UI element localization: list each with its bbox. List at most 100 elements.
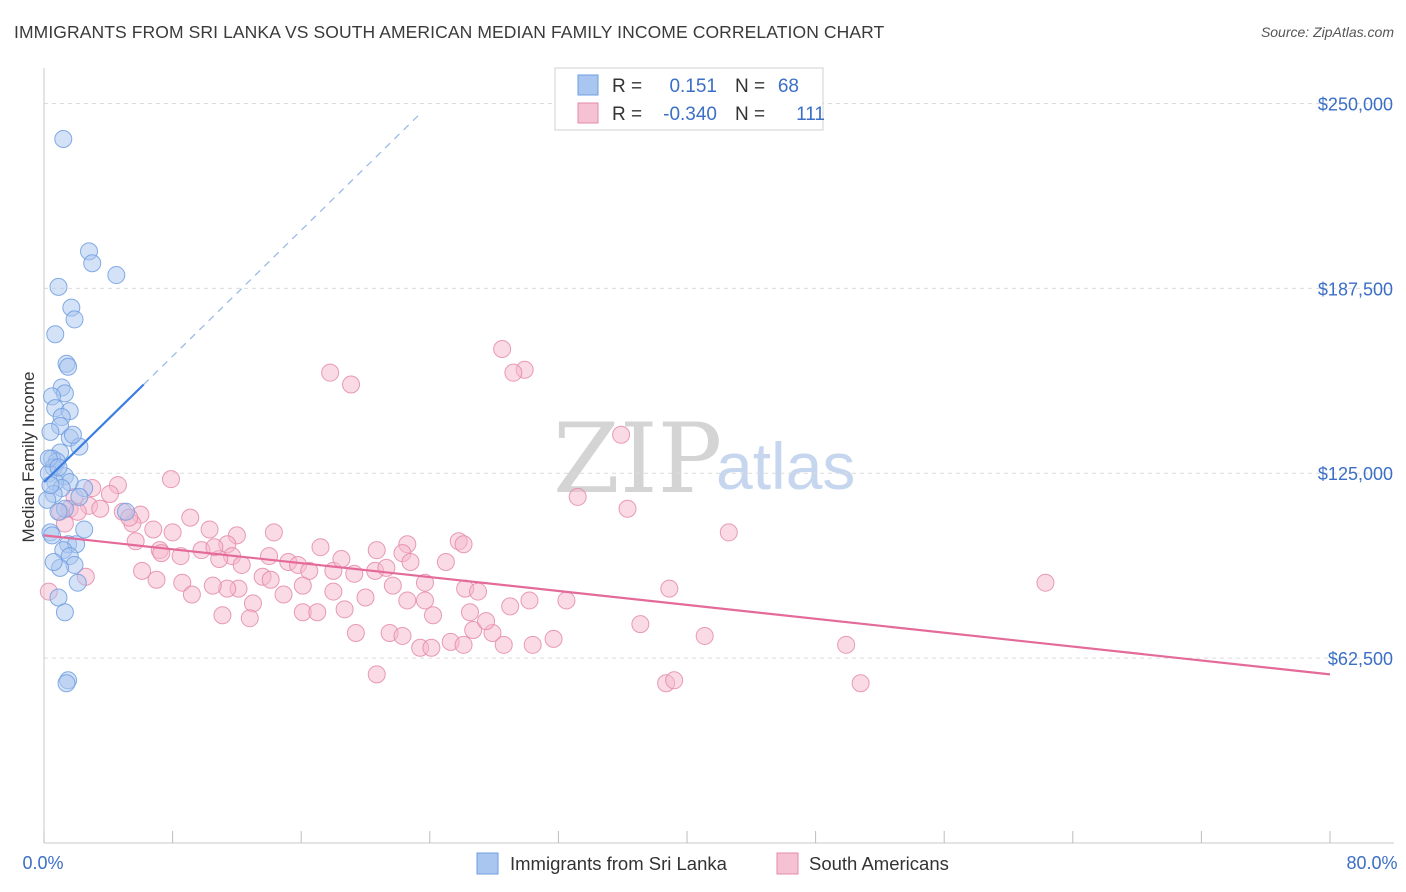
point-south-americans-23 — [163, 523, 182, 542]
point-south-americans-53 — [147, 570, 166, 589]
point-south-americans-69 — [501, 597, 520, 616]
point-south-americans-43 — [232, 555, 251, 574]
point-south-americans-78 — [460, 603, 479, 622]
point-south-americans-70 — [415, 591, 434, 610]
point-south-americans-27 — [719, 523, 738, 542]
x-axis-ticks — [43, 831, 1331, 843]
point-sri-lanka-0 — [54, 129, 73, 148]
legend-swatch-sri-lanka — [476, 852, 499, 875]
point-south-americans-16 — [91, 499, 110, 518]
stats-n-label-1: N = — [735, 76, 765, 97]
point-south-americans-11 — [568, 487, 587, 506]
point-sri-lanka-3 — [107, 266, 126, 285]
point-south-americans-0 — [493, 340, 512, 359]
legend-label-south-americans: South Americans — [809, 853, 949, 874]
series-sri-lanka-points — [38, 129, 135, 693]
point-south-americans-82 — [393, 626, 412, 645]
point-south-americans-98 — [851, 674, 870, 693]
point-south-americans-72 — [335, 600, 354, 619]
point-south-americans-85 — [544, 629, 563, 648]
stats-box: R = 0.151 N = 68 R = -0.340 N = 111 — [554, 67, 825, 131]
point-south-americans-5 — [612, 425, 631, 444]
y-tick-label-0: $62,500 — [1328, 649, 1393, 669]
point-south-americans-35 — [367, 541, 386, 560]
x-tick-min: 0.0% — [22, 853, 63, 873]
point-south-americans-62 — [1036, 573, 1055, 592]
point-south-americans-2 — [504, 363, 523, 382]
point-south-americans-52 — [173, 573, 192, 592]
point-south-americans-3 — [321, 363, 340, 382]
point-sri-lanka-33 — [49, 502, 68, 521]
point-south-americans-51 — [261, 570, 280, 589]
point-south-americans-110 — [332, 550, 351, 569]
stats-r-value-2: -0.340 — [663, 104, 717, 125]
point-sri-lanka-48 — [57, 674, 76, 693]
point-south-americans-64 — [274, 585, 293, 604]
stats-swatch-blue — [577, 74, 599, 96]
point-south-americans-87 — [454, 635, 473, 654]
point-south-americans-37 — [171, 547, 190, 566]
y-tick-label-3: $250,000 — [1318, 94, 1393, 114]
trend-line-sri-lanka — [43, 383, 145, 483]
y-tick-label-2: $187,500 — [1318, 279, 1393, 299]
point-south-americans-60 — [293, 576, 312, 595]
point-sri-lanka-34 — [116, 502, 135, 521]
point-sri-lanka-46 — [55, 603, 74, 622]
point-sri-lanka-7 — [46, 325, 65, 344]
point-south-americans-80 — [346, 623, 365, 642]
point-south-americans-10 — [100, 484, 119, 503]
trend-lines — [43, 111, 1331, 676]
point-sri-lanka-17 — [41, 422, 60, 441]
legend-swatch-south-americans — [776, 852, 799, 875]
point-south-americans-61 — [660, 579, 679, 598]
point-south-americans-75 — [308, 603, 327, 622]
point-south-americans-79 — [424, 606, 443, 625]
watermark-atlas: atlas — [716, 429, 855, 503]
stats-r-label-2: R = — [612, 104, 642, 125]
point-south-americans-73 — [243, 594, 262, 613]
point-south-americans-32 — [311, 538, 330, 557]
point-south-americans-56 — [218, 579, 237, 598]
point-sri-lanka-53 — [70, 487, 89, 506]
point-south-americans-71 — [557, 591, 576, 610]
point-south-americans-83 — [464, 621, 483, 640]
point-south-americans-68 — [469, 582, 488, 601]
point-south-americans-26 — [264, 523, 283, 542]
point-sri-lanka-52 — [63, 425, 82, 444]
point-south-americans-103 — [436, 552, 455, 571]
point-south-americans-94 — [837, 635, 856, 654]
point-south-americans-104 — [401, 552, 420, 571]
source-label: Source: ZipAtlas.com — [1260, 24, 1394, 40]
series-south-americans-points — [39, 340, 1055, 693]
point-south-americans-58 — [415, 573, 434, 592]
point-south-americans-17 — [618, 499, 637, 518]
legend-label-sri-lanka: Immigrants from Sri Lanka — [510, 853, 728, 874]
point-south-americans-106 — [383, 576, 402, 595]
y-tick-label-1: $125,000 — [1318, 464, 1393, 484]
gridlines — [44, 102, 1394, 659]
point-south-americans-77 — [213, 606, 232, 625]
point-south-americans-90 — [494, 635, 513, 654]
trend-line-south-americans — [43, 534, 1331, 676]
legend: Immigrants from Sri Lanka South American… — [476, 852, 949, 875]
point-sri-lanka-4 — [49, 277, 68, 296]
point-south-americans-39 — [260, 547, 279, 566]
point-south-americans-6 — [161, 470, 180, 489]
point-south-americans-101 — [454, 535, 473, 554]
point-sri-lanka-2 — [83, 254, 102, 273]
y-axis-title: Median Family Income — [19, 371, 38, 542]
point-sri-lanka-42 — [65, 555, 84, 574]
point-south-americans-22 — [144, 520, 163, 539]
point-south-americans-19 — [181, 508, 200, 527]
point-south-americans-89 — [422, 638, 441, 657]
stats-r-label-1: R = — [612, 76, 642, 97]
point-south-americans-24 — [200, 520, 219, 539]
stats-n-label-2: N = — [735, 104, 765, 125]
point-south-americans-4 — [342, 375, 361, 394]
point-south-americans-44 — [133, 561, 152, 580]
stats-r-value-1: 0.151 — [669, 76, 717, 97]
point-south-americans-95 — [367, 665, 386, 684]
point-sri-lanka-51 — [41, 476, 60, 495]
point-south-americans-67 — [398, 591, 417, 610]
trend-line-sri-lanka-extension — [143, 111, 423, 385]
